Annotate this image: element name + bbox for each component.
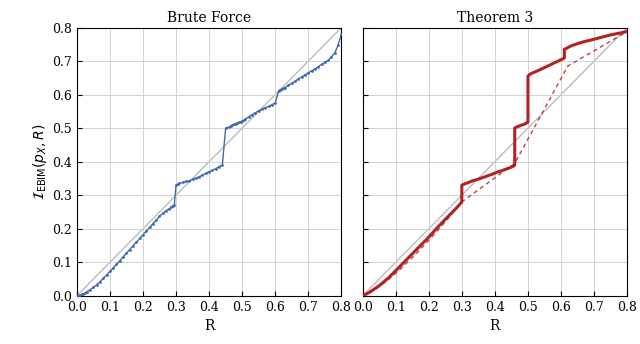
Title: Brute Force: Brute Force (167, 11, 251, 25)
X-axis label: R: R (490, 319, 500, 333)
Title: Theorem 3: Theorem 3 (457, 11, 533, 25)
Y-axis label: $\mathcal{I}_{\mathrm{EBIM}}(p_X, R)$: $\mathcal{I}_{\mathrm{EBIM}}(p_X, R)$ (31, 123, 49, 200)
X-axis label: R: R (204, 319, 214, 333)
